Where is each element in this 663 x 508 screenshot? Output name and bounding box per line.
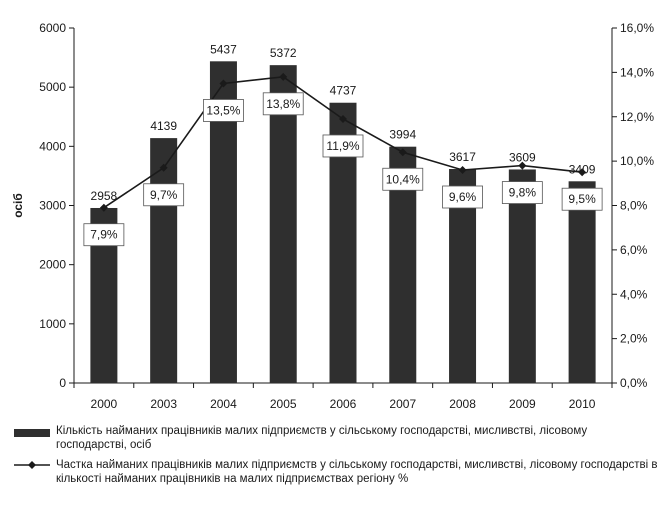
y2-tick-label: 12,0% <box>620 110 654 124</box>
share-label-box <box>83 223 125 247</box>
share-label-box <box>382 167 424 191</box>
y-axis-title: осіб <box>11 193 25 218</box>
share-value-label: 9,8% <box>509 186 537 200</box>
legend-line-entry: Частка найманих працівників малих підпри… <box>14 458 659 486</box>
share-point <box>458 166 467 174</box>
y2-tick-label: 8,0% <box>620 199 648 213</box>
legend-line-swatch <box>14 461 50 469</box>
share-value-label: 7,9% <box>90 228 118 242</box>
share-label-box <box>203 99 244 122</box>
share-point <box>518 161 527 170</box>
y2-tick-label: 4,0% <box>620 287 648 301</box>
share-value-label: 9,7% <box>150 188 178 202</box>
share-value-label: 9,5% <box>568 192 596 206</box>
x-tick-label: 2004 <box>210 397 237 411</box>
share-label-box <box>143 183 185 207</box>
share-value-label: 9,6% <box>449 190 477 204</box>
share-point <box>398 148 407 157</box>
share-label-box <box>501 181 543 204</box>
y-tick-label: 6000 <box>39 21 66 35</box>
share-point <box>99 203 108 212</box>
y2-tick-label: 16,0% <box>620 21 654 35</box>
share-label-box <box>322 134 364 158</box>
bar-value-label: 2958 <box>91 189 118 203</box>
x-tick-label: 2006 <box>330 397 357 411</box>
legend-line-label: Частка найманих працівників малих підпри… <box>56 459 658 485</box>
y-tick-label: 2000 <box>39 258 66 272</box>
bar <box>150 138 178 383</box>
x-tick-label: 2009 <box>509 397 536 411</box>
share-label-box <box>262 92 304 116</box>
y2-tick-label: 14,0% <box>620 65 654 79</box>
share-point <box>339 114 347 123</box>
y-tick-label: 3000 <box>39 199 66 213</box>
legend-bar-swatch <box>14 429 50 437</box>
y2-tick-label: 2,0% <box>620 332 648 346</box>
bar-value-label: 3617 <box>449 150 476 164</box>
legend-bar-label: Кількість найманих працівників малих під… <box>56 425 588 451</box>
share-value-label: 13,8% <box>266 97 300 111</box>
bar-value-label: 4737 <box>330 84 357 98</box>
bar-value-label: 5437 <box>210 42 237 56</box>
combo-chart: 0 1000 2000 3000 4000 5000 6000 0,0% 2,0% 4,0% 6,0… <box>11 21 654 411</box>
legend-bar-entry: Кількість найманих працівників малих під… <box>14 424 659 452</box>
share-value-label: 13,5% <box>206 103 240 117</box>
y2-tick-label: 6,0% <box>620 243 648 257</box>
share-point <box>279 72 288 81</box>
x-tick-label: 2005 <box>270 397 297 411</box>
share-point <box>219 79 228 88</box>
x-tick-label: 2007 <box>389 397 416 411</box>
bar <box>269 65 297 383</box>
y-tick-label: 5000 <box>39 80 66 94</box>
share-label-box <box>561 187 603 211</box>
x-tick-label: 2003 <box>150 397 177 411</box>
y-tick-label: 0 <box>59 376 66 390</box>
x-tick-label: 2010 <box>569 397 596 411</box>
bar-value-label: 4139 <box>150 119 177 133</box>
share-value-label: 10,4% <box>386 172 420 186</box>
bar-value-label: 5372 <box>270 46 297 60</box>
bar-value-label: 3609 <box>509 150 536 164</box>
bar <box>568 181 596 383</box>
x-tick-label: 2008 <box>449 397 476 411</box>
share-label-box <box>442 185 483 209</box>
bar-value-label: 3994 <box>389 128 416 142</box>
share-value-label: 11,9% <box>326 139 359 153</box>
y-tick-label: 4000 <box>39 139 66 153</box>
x-tick-label: 2000 <box>91 397 118 411</box>
share-point <box>578 168 587 177</box>
y-tick-label: 1000 <box>39 317 66 331</box>
y2-tick-label: 10,0% <box>620 154 654 168</box>
share-point <box>159 163 168 172</box>
bar <box>508 169 536 383</box>
y2-tick-label: 0,0% <box>620 376 648 390</box>
